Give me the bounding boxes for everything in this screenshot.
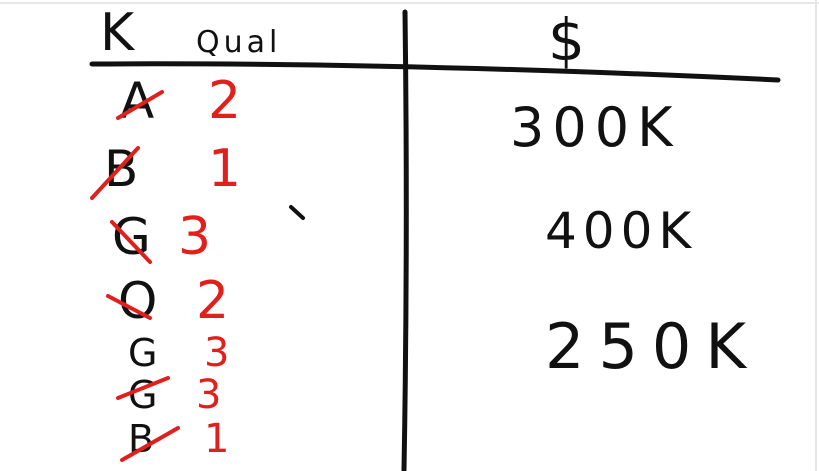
row-score: 3 [196, 372, 221, 418]
row-score: 1 [204, 416, 229, 462]
header-underline [89, 61, 781, 83]
row-letter: O [118, 272, 157, 330]
row-score: 1 [208, 139, 241, 199]
cross-out-marks [90, 90, 180, 462]
row-score: 2 [196, 271, 229, 331]
row-letter: G [128, 373, 157, 417]
header-k: K [100, 3, 136, 63]
row-cross-out [106, 294, 152, 320]
stray-mark [289, 205, 305, 220]
row-score: 2 [208, 71, 241, 131]
header-dollar: $ [548, 6, 585, 74]
column-divider [401, 9, 409, 471]
header-qual: Qual [196, 25, 281, 60]
row-cross-out [90, 146, 140, 200]
row-cross-out [120, 426, 180, 462]
row-score: 3 [204, 330, 229, 376]
row-letter: G [128, 331, 157, 375]
price-3: 250K [545, 310, 760, 383]
price-1: 300K [510, 96, 680, 159]
row-cross-out [116, 376, 170, 400]
price-2: 400K [545, 202, 697, 260]
letter-column: ABGOGGB [104, 72, 157, 461]
row-score: 3 [178, 207, 211, 267]
row-cross-out [110, 220, 152, 264]
row-cross-out [116, 90, 164, 120]
